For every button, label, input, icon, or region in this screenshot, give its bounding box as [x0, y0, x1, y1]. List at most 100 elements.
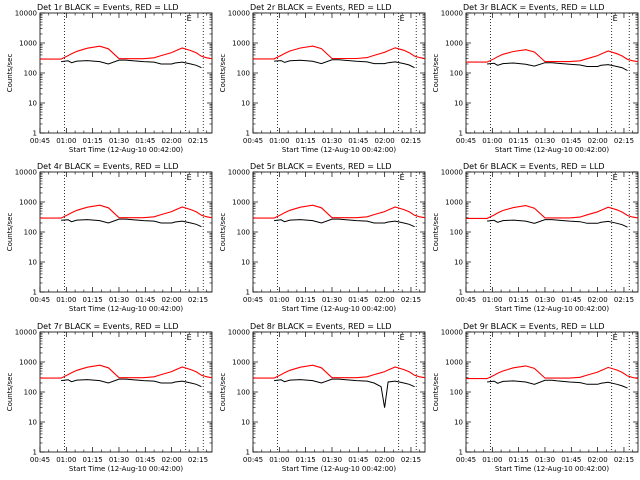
- y-tick-label: 1000: [232, 359, 250, 367]
- y-tick-label: 10000: [441, 169, 463, 177]
- y-tick-label: 100: [237, 229, 250, 237]
- x-tick-label: 01:30: [322, 296, 342, 304]
- x-tick-label: 01:30: [109, 456, 129, 464]
- x-tick-label: 01:15: [83, 296, 103, 304]
- y-tick-label: 1000: [19, 359, 37, 367]
- panel-det-2: Det 2r BLACK = Events, RED = LLD 1 10 100 10…: [219, 3, 426, 154]
- x-tick-label: 02:00: [375, 137, 395, 145]
- x-tick-label: 01:45: [561, 137, 581, 145]
- y-tick-label: 1: [33, 130, 37, 138]
- x-tick-label: 01:45: [561, 296, 581, 304]
- y-axis-label: Counts/sec: [6, 54, 14, 93]
- y-tick-label: 1: [246, 449, 250, 457]
- event-marker-label: E: [187, 14, 192, 23]
- event-marker-label: E: [613, 333, 618, 342]
- lld-series-line: [40, 364, 213, 379]
- x-axis-label: Start Time (12-Aug-10 00:42:00): [495, 146, 609, 154]
- y-axis-label: Counts/sec: [432, 213, 440, 252]
- y-tick-label: 1000: [445, 40, 463, 48]
- y-tick-label: 1000: [19, 199, 37, 207]
- panel-det-7: Det 7r BLACK = Events, RED = LLD 1 10 100 10…: [6, 322, 213, 473]
- x-tick-label: 01:45: [135, 296, 155, 304]
- x-tick-label: 00:45: [243, 137, 263, 145]
- x-tick-label: 01:00: [482, 456, 502, 464]
- lld-series-line: [40, 204, 213, 219]
- x-tick-label: 02:15: [614, 456, 634, 464]
- panel-det-3: Det 3r BLACK = Events, RED = LLD 1 10 100 10…: [432, 3, 639, 154]
- x-tick-label: 01:15: [83, 137, 103, 145]
- lld-series-line: [253, 204, 426, 219]
- y-tick-label: 100: [237, 70, 250, 78]
- lld-series-line: [253, 364, 426, 379]
- y-axis-label: Counts/sec: [6, 373, 14, 412]
- event-marker-label: E: [400, 173, 405, 182]
- x-axis-label: Start Time (12-Aug-10 00:42:00): [282, 305, 396, 313]
- events-series-line: [487, 219, 628, 228]
- x-tick-label: 00:45: [30, 296, 50, 304]
- x-tick-label: 01:00: [269, 296, 289, 304]
- x-tick-label: 01:30: [109, 137, 129, 145]
- y-axis-label: Counts/sec: [432, 373, 440, 412]
- events-series-line: [487, 379, 628, 389]
- event-marker-label: E: [613, 173, 618, 182]
- events-series-line: [61, 59, 202, 69]
- x-tick-label: 02:15: [401, 456, 421, 464]
- event-marker-label: E: [400, 333, 405, 342]
- x-tick-label: 01:30: [535, 137, 555, 145]
- x-tick-label: 01:15: [296, 296, 316, 304]
- x-tick-label: 01:00: [56, 137, 76, 145]
- x-tick-label: 01:45: [348, 456, 368, 464]
- events-series-line: [274, 59, 415, 69]
- x-tick-label: 00:45: [243, 456, 263, 464]
- x-tick-label: 02:15: [401, 137, 421, 145]
- y-tick-label: 1: [459, 289, 463, 297]
- x-tick-label: 02:00: [588, 456, 608, 464]
- x-axis-label: Start Time (12-Aug-10 00:42:00): [495, 465, 609, 473]
- y-tick-label: 1: [459, 130, 463, 138]
- panel-det-5: Det 5r BLACK = Events, RED = LLD 1 10 100 10…: [219, 162, 426, 313]
- panel-title: Det 2r BLACK = Events, RED = LLD: [250, 3, 392, 12]
- x-tick-label: 01:30: [109, 296, 129, 304]
- events-series-line: [274, 218, 415, 228]
- events-series-line: [487, 62, 628, 72]
- x-axis-label: Start Time (12-Aug-10 00:42:00): [495, 305, 609, 313]
- y-tick-label: 1000: [445, 199, 463, 207]
- y-tick-label: 10: [241, 259, 250, 267]
- y-tick-label: 1: [33, 449, 37, 457]
- y-tick-label: 10: [241, 100, 250, 108]
- x-tick-label: 00:45: [30, 137, 50, 145]
- x-tick-label: 02:15: [614, 137, 634, 145]
- y-tick-label: 10000: [441, 10, 463, 18]
- panel-title: Det 4r BLACK = Events, RED = LLD: [37, 162, 179, 171]
- panel-det-6: Det 6r BLACK = Events, RED = LLD 1 10 100 10…: [432, 162, 639, 313]
- y-tick-label: 100: [237, 389, 250, 397]
- x-tick-label: 01:15: [83, 456, 103, 464]
- x-axis-label: Start Time (12-Aug-10 00:42:00): [69, 146, 183, 154]
- x-tick-label: 01:30: [322, 137, 342, 145]
- x-tick-label: 01:00: [482, 137, 502, 145]
- y-axis-label: Counts/sec: [6, 213, 14, 252]
- x-tick-label: 01:00: [269, 456, 289, 464]
- panel-det-9: Det 9r BLACK = Events, RED = LLD 1 10 100 10…: [432, 322, 639, 473]
- x-tick-label: 01:15: [296, 456, 316, 464]
- y-tick-label: 10000: [228, 10, 250, 18]
- lld-series-line: [466, 205, 639, 219]
- lld-series-line: [466, 365, 639, 380]
- panel-det-4: Det 4r BLACK = Events, RED = LLD 1 10 100 10…: [6, 162, 213, 313]
- x-tick-label: 01:45: [348, 137, 368, 145]
- x-tick-label: 02:15: [188, 137, 208, 145]
- y-tick-label: 1000: [19, 40, 37, 48]
- x-tick-label: 01:45: [135, 137, 155, 145]
- x-tick-label: 01:30: [322, 456, 342, 464]
- y-tick-label: 10: [454, 100, 463, 108]
- y-tick-label: 10: [28, 100, 37, 108]
- y-tick-label: 1: [246, 289, 250, 297]
- events-series-line: [274, 378, 415, 408]
- x-tick-label: 01:15: [509, 456, 529, 464]
- y-tick-label: 10000: [15, 329, 37, 337]
- y-tick-label: 100: [450, 70, 463, 78]
- x-tick-label: 00:45: [456, 296, 476, 304]
- x-tick-label: 00:45: [456, 137, 476, 145]
- y-tick-label: 10: [454, 259, 463, 267]
